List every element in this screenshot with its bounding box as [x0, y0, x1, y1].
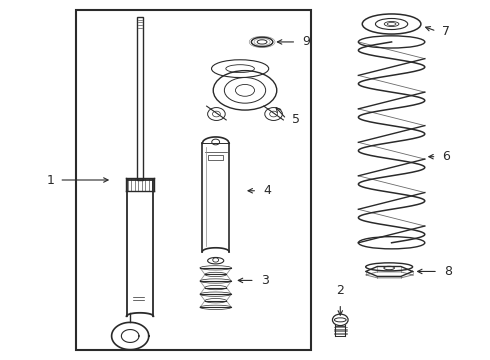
Text: 7: 7 — [442, 25, 450, 38]
Text: 2: 2 — [336, 284, 344, 297]
Text: 3: 3 — [261, 274, 269, 287]
Bar — [208, 155, 223, 159]
Text: 9: 9 — [302, 35, 310, 49]
Text: 4: 4 — [263, 184, 271, 197]
Text: 6: 6 — [442, 150, 450, 163]
Text: 1: 1 — [47, 174, 54, 186]
Ellipse shape — [387, 22, 396, 26]
Text: 8: 8 — [444, 265, 452, 278]
Bar — [76, 10, 311, 350]
Text: 5: 5 — [293, 113, 300, 126]
